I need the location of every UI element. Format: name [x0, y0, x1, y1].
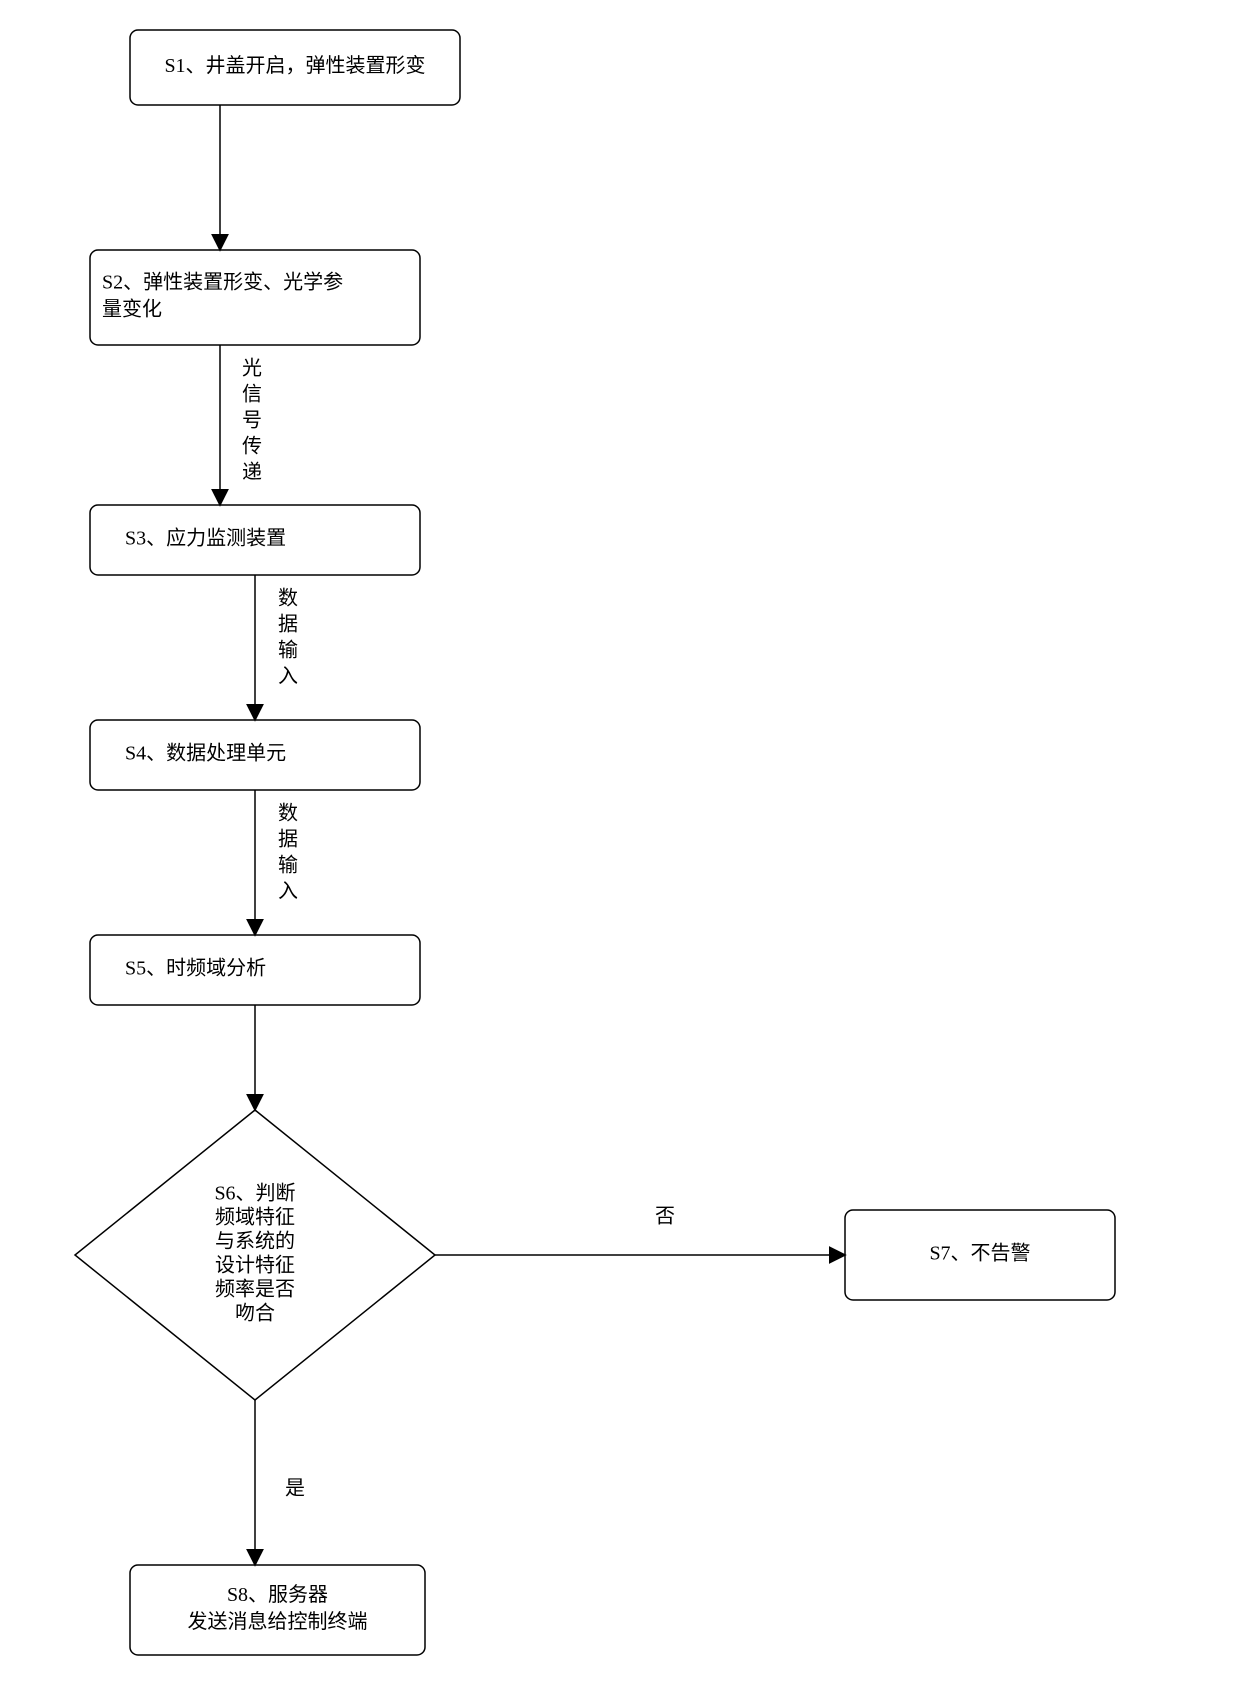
edge-label-1-2: 号 — [242, 410, 262, 432]
edge-s3-s4: 数据输入 — [255, 575, 298, 720]
edge-label-3-0: 数 — [278, 802, 298, 825]
edge-s2-s3: 光信号传递 — [220, 345, 262, 505]
node-s3: S3、应力监测装置 — [90, 505, 420, 575]
edge-label-3-3: 入 — [278, 881, 298, 903]
node-s6-line-3: 设计特征 — [215, 1254, 295, 1277]
node-s6-line-2: 与系统的 — [215, 1230, 295, 1253]
node-s6-line-1: 频域特征 — [215, 1206, 295, 1229]
node-s2-line-0: S2、弹性装置形变、光学参 — [102, 271, 343, 294]
node-s2: S2、弹性装置形变、光学参量变化 — [90, 250, 420, 345]
node-s8-line-0: S8、服务器 — [227, 1583, 328, 1606]
node-s5: S5、时频域分析 — [90, 935, 420, 1005]
edge-label-3-2: 输 — [278, 854, 298, 877]
node-s8-line-1: 发送消息给控制终端 — [188, 1610, 368, 1633]
edge-label-2-0: 数 — [278, 587, 298, 610]
edge-label-2-2: 输 — [278, 639, 298, 662]
edge-s6-s7: 否 — [435, 1206, 845, 1255]
edge-label-1-4: 递 — [242, 461, 262, 484]
node-s7: S7、不告警 — [845, 1210, 1115, 1300]
node-s2-line-1: 量变化 — [102, 298, 162, 321]
flowchart-canvas: S1、井盖开启，弹性装置形变 S2、弹性装置形变、光学参量变化 S3、应力监测装置 S… — [0, 0, 1240, 1700]
node-s3-line-0: S3、应力监测装置 — [125, 527, 286, 550]
node-s1: S1、井盖开启，弹性装置形变 — [130, 30, 460, 105]
node-s6-line-5: 吻合 — [235, 1302, 275, 1325]
edge-label-2-3: 入 — [278, 666, 298, 688]
edge-s4-s5: 数据输入 — [255, 790, 298, 935]
edge-label-1-3: 传 — [242, 435, 262, 458]
node-s6-line-4: 频率是否 — [215, 1278, 295, 1301]
node-s6-line-0: S6、判断 — [214, 1182, 295, 1205]
node-s6: S6、判断频域特征与系统的设计特征频率是否吻合 — [75, 1110, 435, 1400]
edge-label-2-1: 据 — [278, 613, 298, 636]
edge-label-1-0: 光 — [242, 357, 262, 380]
node-s8: S8、服务器发送消息给控制终端 — [130, 1565, 425, 1655]
node-s5-line-0: S5、时频域分析 — [125, 957, 266, 980]
edge-label-3-1: 据 — [278, 828, 298, 851]
edge-label-1-1: 信 — [242, 383, 262, 406]
node-s1-line-0: S1、井盖开启，弹性装置形变 — [164, 54, 425, 77]
edge-label-5-0: 否 — [655, 1206, 675, 1228]
edge-label-6-0: 是 — [285, 1478, 305, 1500]
node-s4-line-0: S4、数据处理单元 — [125, 742, 286, 765]
edge-s6-s8: 是 — [255, 1400, 305, 1565]
node-s4: S4、数据处理单元 — [90, 720, 420, 790]
node-s7-line-0: S7、不告警 — [929, 1242, 1030, 1265]
